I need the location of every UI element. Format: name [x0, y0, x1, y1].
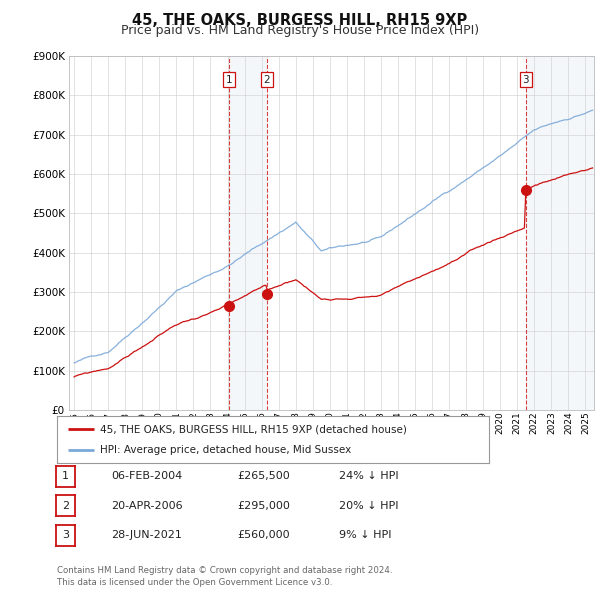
Text: 2: 2 — [263, 75, 270, 84]
Text: £560,000: £560,000 — [237, 530, 290, 540]
Text: 3: 3 — [62, 530, 69, 540]
Text: 24% ↓ HPI: 24% ↓ HPI — [339, 471, 398, 481]
Text: 3: 3 — [523, 75, 529, 84]
Text: 28-JUN-2021: 28-JUN-2021 — [111, 530, 182, 540]
Text: 45, THE OAKS, BURGESS HILL, RH15 9XP: 45, THE OAKS, BURGESS HILL, RH15 9XP — [133, 13, 467, 28]
Text: 2: 2 — [62, 501, 69, 510]
Bar — [229, 56, 267, 410]
Text: Contains HM Land Registry data © Crown copyright and database right 2024.
This d: Contains HM Land Registry data © Crown c… — [57, 566, 392, 587]
Text: Price paid vs. HM Land Registry's House Price Index (HPI): Price paid vs. HM Land Registry's House … — [121, 24, 479, 37]
Text: 20-APR-2006: 20-APR-2006 — [111, 501, 182, 510]
Text: £265,500: £265,500 — [237, 471, 290, 481]
Text: £295,000: £295,000 — [237, 501, 290, 510]
Bar — [526, 56, 594, 410]
Text: 45, THE OAKS, BURGESS HILL, RH15 9XP (detached house): 45, THE OAKS, BURGESS HILL, RH15 9XP (de… — [100, 424, 407, 434]
Text: 9% ↓ HPI: 9% ↓ HPI — [339, 530, 391, 540]
Text: 1: 1 — [62, 471, 69, 481]
Text: 1: 1 — [226, 75, 232, 84]
Text: HPI: Average price, detached house, Mid Sussex: HPI: Average price, detached house, Mid … — [100, 445, 352, 455]
Text: 06-FEB-2004: 06-FEB-2004 — [111, 471, 182, 481]
Text: 20% ↓ HPI: 20% ↓ HPI — [339, 501, 398, 510]
